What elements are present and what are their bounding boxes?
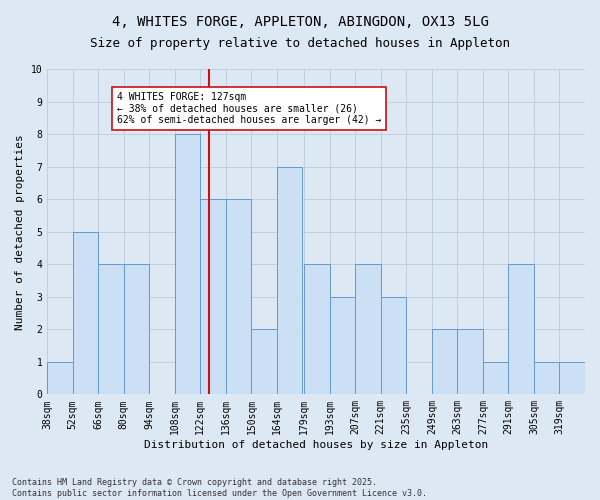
Bar	[508, 264, 534, 394]
Text: 4, WHITES FORGE, APPLETON, ABINGDON, OX13 5LG: 4, WHITES FORGE, APPLETON, ABINGDON, OX1…	[112, 15, 488, 29]
Bar	[175, 134, 200, 394]
Bar	[534, 362, 559, 394]
Text: Contains HM Land Registry data © Crown copyright and database right 2025.
Contai: Contains HM Land Registry data © Crown c…	[12, 478, 427, 498]
Bar	[483, 362, 508, 394]
Bar	[98, 264, 124, 394]
Bar	[355, 264, 381, 394]
Bar	[559, 362, 585, 394]
Bar	[457, 330, 483, 394]
Bar	[432, 330, 457, 394]
Bar	[304, 264, 330, 394]
Bar	[47, 362, 73, 394]
Bar	[73, 232, 98, 394]
Bar	[251, 330, 277, 394]
Bar	[200, 199, 226, 394]
Bar	[226, 199, 251, 394]
Text: 4 WHITES FORGE: 127sqm
← 38% of detached houses are smaller (26)
62% of semi-det: 4 WHITES FORGE: 127sqm ← 38% of detached…	[117, 92, 382, 125]
Text: Size of property relative to detached houses in Appleton: Size of property relative to detached ho…	[90, 38, 510, 51]
X-axis label: Distribution of detached houses by size in Appleton: Distribution of detached houses by size …	[144, 440, 488, 450]
Y-axis label: Number of detached properties: Number of detached properties	[15, 134, 25, 330]
Bar	[381, 296, 406, 394]
Bar	[277, 166, 302, 394]
Bar	[124, 264, 149, 394]
Bar	[330, 296, 355, 394]
